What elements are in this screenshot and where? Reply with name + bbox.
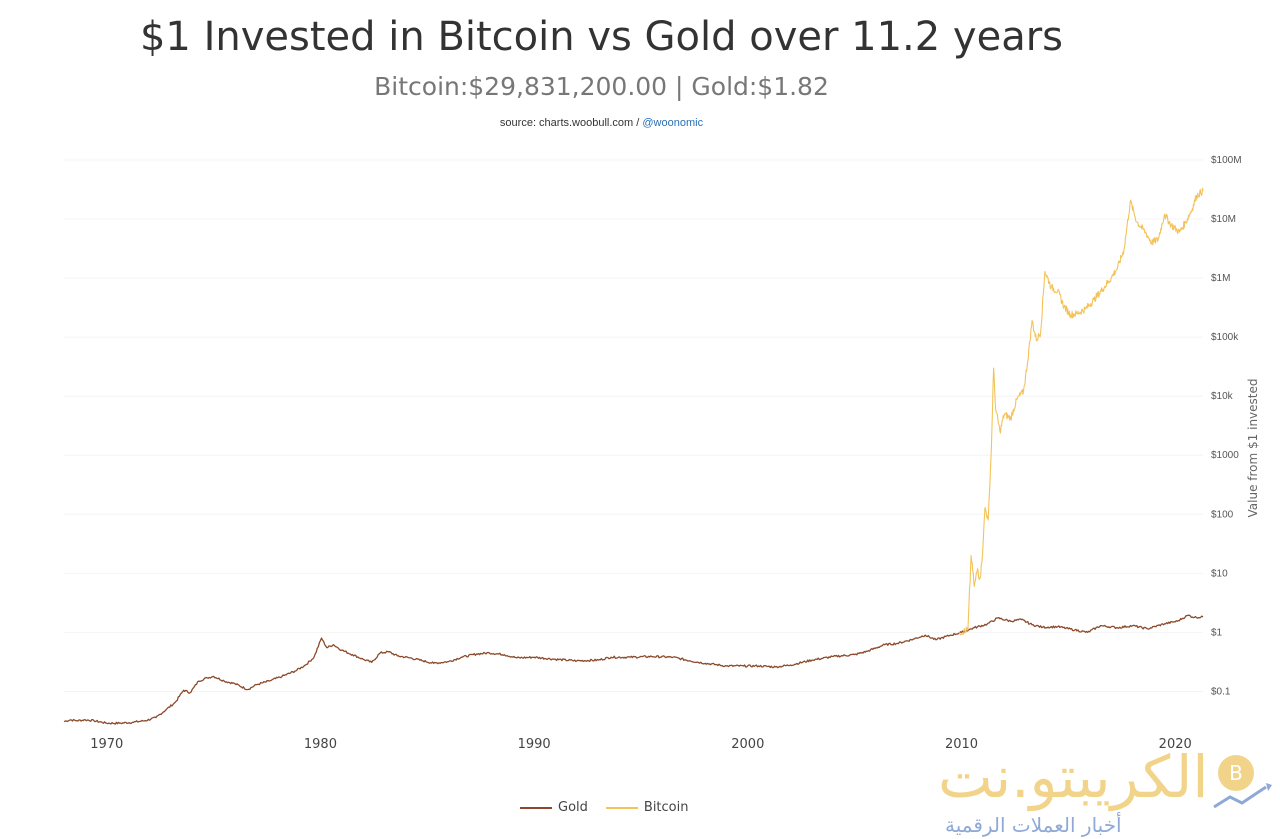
x-tick-label: 2020 [1159, 737, 1192, 752]
bitcoin-line-icon [605, 806, 638, 809]
series [63, 187, 1204, 725]
y-tick-label: $1 [1211, 627, 1223, 638]
y-tick-label: $1M [1211, 273, 1230, 284]
y-tick-label: $10M [1211, 214, 1236, 225]
y-axis-title: Value from $1 invested [1246, 379, 1260, 518]
series-line-bitcoin [958, 187, 1204, 636]
y-tick-label: $10k [1211, 391, 1234, 402]
watermark-tagline: أخبار العملات الرقمية [945, 813, 1122, 837]
y-axis: $0.1 $1 $10 $100 $1000 $10k $100k $1M $10M $100M [1211, 155, 1242, 697]
chart-subtitle: Bitcoin:$29,831,200.00 | Gold:$1.82 [374, 72, 829, 101]
x-tick-label: 1990 [518, 737, 551, 752]
y-tick-label: $0.1 [1211, 686, 1231, 697]
y-tick-label: $10 [1211, 568, 1228, 579]
x-tick-label: 1980 [304, 737, 337, 752]
x-tick-label: 1970 [90, 737, 123, 752]
svg-text:B: B [1229, 761, 1243, 785]
x-tick-label: 2000 [731, 737, 764, 752]
bitcoin-coin-icon: B [1218, 755, 1254, 791]
series-line-gold [63, 614, 1204, 725]
watermark: الكريبتو.نت B أخبار العملات الرقمية [930, 743, 1280, 839]
source-line: source: charts.woobull.com / @woonomic [0, 117, 1203, 129]
gridlines [64, 159, 1203, 692]
legend-item-bitcoin[interactable]: Bitcoin [605, 800, 689, 815]
source-handle-link[interactable]: @woonomic [642, 117, 704, 129]
trend-arrow-icon [1213, 783, 1272, 809]
gold-line-icon [520, 806, 552, 809]
legend-item-gold[interactable]: Gold [520, 800, 588, 815]
legend-label-bitcoin: Bitcoin [643, 800, 689, 815]
watermark-brand: الكريبتو.نت [938, 743, 1209, 811]
x-tick-label: 2010 [945, 737, 978, 752]
legend: Gold Bitcoin [520, 800, 689, 815]
y-tick-label: $100 [1211, 509, 1234, 520]
x-axis: 1970 1980 1990 2000 2010 2020 [90, 737, 1192, 752]
y-tick-label: $100M [1211, 155, 1242, 166]
y-tick-label: $100k [1211, 332, 1239, 343]
y-tick-label: $1000 [1211, 450, 1239, 461]
chart-title: $1 Invested in Bitcoin vs Gold over 11.2… [139, 14, 1064, 60]
source-text: source: charts.woobull.com / [499, 117, 640, 129]
legend-label-gold: Gold [558, 800, 588, 815]
